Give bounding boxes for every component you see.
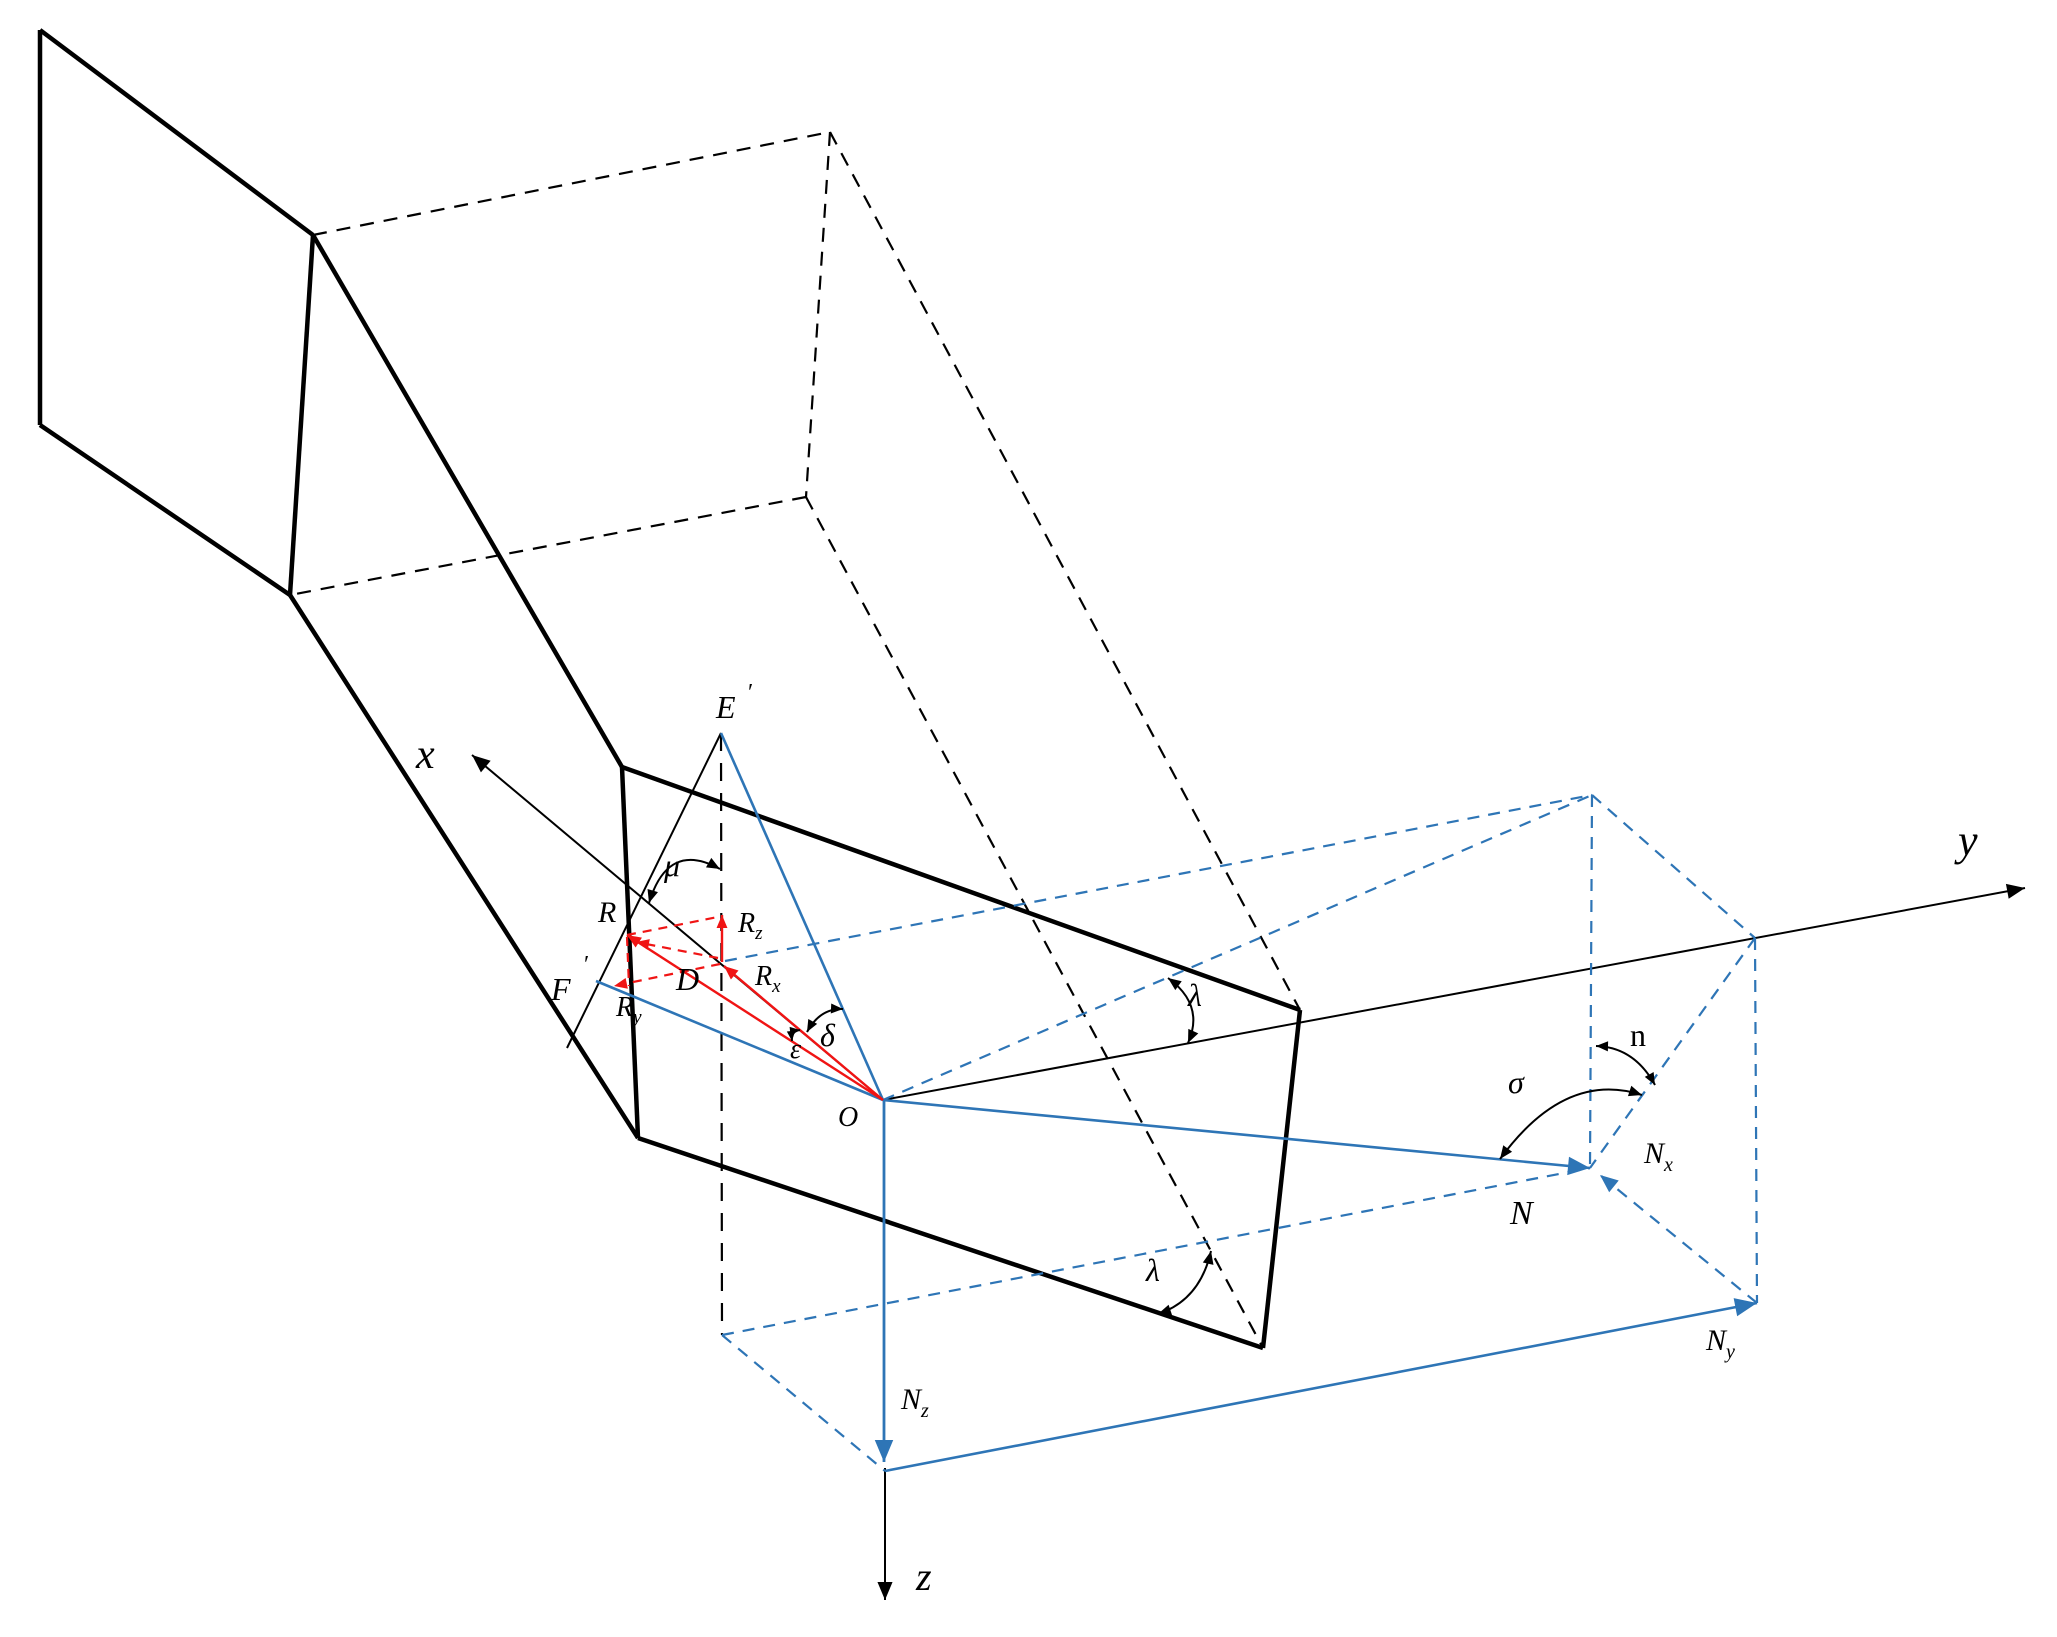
panel-a-top-edge xyxy=(38,28,315,237)
panel-b-top-edge xyxy=(621,764,1301,1013)
vector-ry xyxy=(613,962,721,988)
label-rx: Rx xyxy=(754,961,781,997)
label-e-prime: E xyxy=(715,689,736,725)
vector-r-arrowhead xyxy=(627,935,642,948)
angle-n-start-arrowhead xyxy=(1596,1041,1609,1052)
label-d-point: D xyxy=(675,961,699,997)
label-n-vector: N xyxy=(1509,1195,1535,1232)
angle-lambda-upper-start-arrowhead xyxy=(1168,978,1182,991)
angle-lambda-upper-end-arrowhead xyxy=(1188,1028,1199,1043)
label-epsilon: ε xyxy=(790,1034,801,1065)
angle-sigma xyxy=(1499,1088,1643,1160)
box-edge-c1-n xyxy=(721,1166,1591,1337)
box-diagonal-vy-n xyxy=(1589,937,1756,1169)
angle-sigma-start-arrowhead xyxy=(1500,1145,1513,1159)
label-y-axis: y xyxy=(1954,816,1978,865)
angle-delta-end-arrowhead xyxy=(830,1003,843,1014)
label-x-axis: x xyxy=(415,732,435,778)
panel-b-right-edge xyxy=(1260,1009,1303,1349)
angle-lambda-lower-end-arrowhead xyxy=(1202,1251,1214,1265)
box-edge-d-apex xyxy=(724,793,1593,963)
r-parallelogram-left xyxy=(625,936,631,987)
label-ny: Ny xyxy=(1705,1324,1735,1363)
line-o-e-prime xyxy=(719,732,885,1101)
label-origin: O xyxy=(838,1102,858,1133)
line-e-prime-f-prime xyxy=(566,732,722,1049)
label-rz: Rz xyxy=(737,908,763,944)
label-mu: μ xyxy=(663,847,680,883)
angle-sigma-end-arrowhead xyxy=(1627,1085,1642,1097)
label-f-prime-mark: ′ xyxy=(584,952,589,978)
vector-ny-arrowhead xyxy=(1733,1298,1757,1317)
vector-ny xyxy=(884,1301,1758,1473)
vector-rx-arrowhead xyxy=(724,966,739,980)
y-axis-arrowhead xyxy=(2005,883,2025,899)
fold-edge xyxy=(619,766,641,1139)
label-z-axis: z xyxy=(915,1554,932,1599)
label-delta: δ xyxy=(820,1017,836,1053)
label-ry: Ry xyxy=(615,992,642,1028)
line-o-f-prime xyxy=(595,979,884,1102)
angle-mu-end-arrowhead xyxy=(705,857,720,869)
mid-face-top-edge xyxy=(311,233,624,769)
box-diagonal-o-apex xyxy=(882,793,1593,1102)
label-nz: Nz xyxy=(900,1383,929,1422)
vector-ry-arrowhead xyxy=(614,978,628,989)
hidden-edge-back-vertical xyxy=(804,131,832,498)
vector-rx xyxy=(723,965,884,1101)
label-f-prime: F xyxy=(550,971,571,1007)
angle-lambda-lower-start-arrowhead xyxy=(1158,1304,1173,1316)
vector-nz-arrowhead xyxy=(874,1440,894,1462)
angle-epsilon-end-arrowhead xyxy=(789,1026,800,1036)
angle-mu-start-arrowhead xyxy=(647,888,658,903)
angle-n-end-arrowhead xyxy=(1644,1072,1655,1085)
box-edge-vy-ny xyxy=(1753,937,1759,1304)
label-n-angle: n xyxy=(1630,1017,1646,1053)
hidden-edge-long-lower xyxy=(805,496,1264,1349)
mid-face-left-edge xyxy=(288,593,640,1140)
hidden-edge-top xyxy=(312,130,831,237)
angle-delta-start-arrowhead xyxy=(807,1019,818,1032)
label-lambda-lower: λ xyxy=(1145,1252,1160,1288)
hidden-edge-long-upper xyxy=(829,131,1301,1011)
vector-n xyxy=(882,1098,1591,1170)
vector-nx xyxy=(1599,1174,1758,1304)
vector-r xyxy=(626,933,884,1102)
y-axis xyxy=(882,887,2026,1101)
box-edge-apex-vy xyxy=(1591,794,1756,939)
label-r-vector: R xyxy=(597,896,616,929)
vector-d-r-arrowhead xyxy=(636,939,650,950)
vector-rz-arrowhead xyxy=(716,915,728,928)
label-nx: Nx xyxy=(1643,1137,1673,1176)
x-axis-arrowhead xyxy=(472,755,491,773)
panel-a-right-edge xyxy=(287,234,316,596)
label-lambda-upper: λ xyxy=(1187,977,1202,1013)
z-axis-arrowhead xyxy=(877,1582,893,1600)
label-e-prime-mark: ′ xyxy=(748,680,753,706)
vector-d-r xyxy=(635,940,719,960)
label-sigma: σ xyxy=(1508,1064,1525,1100)
box-edge-c1-nz xyxy=(721,1334,886,1472)
vector-nx-arrowhead xyxy=(1600,1175,1619,1193)
panel-a-bottom-edge xyxy=(38,423,292,597)
hidden-edge-back-left xyxy=(289,495,807,597)
